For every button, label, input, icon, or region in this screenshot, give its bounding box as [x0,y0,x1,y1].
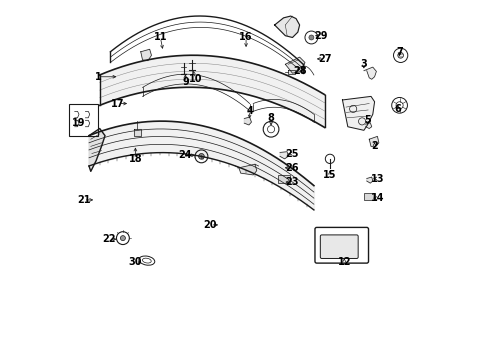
FancyBboxPatch shape [278,175,289,183]
Text: 18: 18 [128,154,142,164]
Polygon shape [287,70,295,74]
Text: 20: 20 [203,220,217,230]
Text: 2: 2 [370,141,377,151]
Text: 19: 19 [72,118,86,128]
Text: 13: 13 [371,174,384,183]
Polygon shape [274,16,299,37]
Text: 25: 25 [285,149,299,159]
Text: 15: 15 [322,170,336,180]
FancyBboxPatch shape [319,235,357,258]
Text: 29: 29 [314,31,327,41]
Polygon shape [366,177,372,183]
Text: 17: 17 [110,99,124,109]
Text: 24: 24 [178,150,192,160]
Text: 1: 1 [94,72,101,82]
Text: 6: 6 [393,104,400,114]
Text: 4: 4 [246,106,253,116]
Polygon shape [363,67,376,79]
Text: 28: 28 [293,66,306,76]
FancyBboxPatch shape [69,104,98,136]
Text: 14: 14 [371,193,384,203]
Circle shape [198,154,204,159]
Text: 10: 10 [188,74,202,84]
Text: 7: 7 [395,47,402,57]
Circle shape [397,52,403,58]
FancyBboxPatch shape [314,227,368,263]
Text: 16: 16 [239,32,252,42]
Polygon shape [279,152,287,159]
Polygon shape [285,57,304,73]
Polygon shape [133,129,140,136]
Polygon shape [368,136,378,147]
Polygon shape [140,49,151,61]
Text: 9: 9 [182,77,188,87]
Text: 11: 11 [153,32,167,42]
Text: 3: 3 [360,59,366,69]
Text: 27: 27 [317,54,331,64]
Text: 12: 12 [337,257,350,267]
Text: 21: 21 [77,195,90,205]
Circle shape [120,236,125,241]
Text: 23: 23 [285,177,299,187]
Polygon shape [89,129,105,171]
Circle shape [308,35,313,40]
FancyBboxPatch shape [363,193,375,200]
Polygon shape [365,123,371,129]
Text: 5: 5 [363,115,370,125]
Polygon shape [239,164,256,175]
Text: 22: 22 [102,234,115,244]
Polygon shape [342,96,374,130]
Text: 30: 30 [128,257,142,267]
Text: 8: 8 [267,113,274,123]
Text: 26: 26 [285,163,299,173]
Polygon shape [244,117,251,125]
